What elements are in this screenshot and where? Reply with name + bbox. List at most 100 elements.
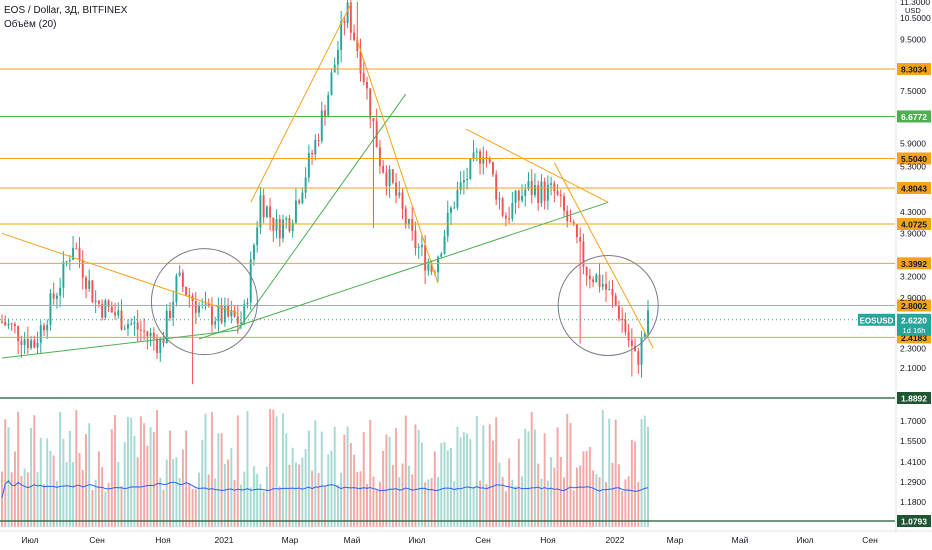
time-tick-label: Июл [21, 535, 38, 545]
candle-body [508, 218, 511, 220]
volume-bar [459, 437, 462, 527]
volume-bar [33, 415, 36, 527]
volume-tick-label: 1.5500 [900, 436, 926, 446]
candle-body [4, 321, 7, 326]
volume-bar [178, 478, 181, 527]
volume-bar [475, 415, 478, 527]
candle-body [356, 39, 359, 52]
volume-bar [282, 413, 284, 527]
volume-bar [395, 428, 398, 527]
candle-body [175, 275, 178, 303]
volume-bar [298, 464, 301, 527]
volume-bar [159, 477, 162, 527]
volume-bar [446, 450, 449, 527]
candle-body [527, 181, 530, 190]
candle-body [491, 162, 494, 175]
volume-tick-label: 1.4100 [900, 457, 926, 467]
volume-bar [10, 472, 13, 527]
candle-body [294, 200, 297, 223]
volume-bar [210, 412, 213, 527]
volume-bar [59, 411, 62, 527]
volume-bar [81, 469, 84, 527]
candle-body [17, 325, 20, 342]
volume-bar [336, 484, 339, 527]
volume-bar [617, 464, 620, 527]
volume-bar [491, 440, 494, 527]
volume-bar [346, 426, 349, 527]
volume-bar [359, 471, 362, 527]
candle-body [336, 49, 339, 65]
candle-body [317, 139, 320, 141]
volume-bar [411, 474, 414, 527]
volume-bar [424, 482, 427, 527]
price-tick-label: 3.2000 [900, 271, 926, 281]
volume-bar [314, 420, 317, 527]
candle-body [378, 147, 381, 166]
candle-body [88, 280, 91, 289]
volume-bar [401, 463, 404, 527]
candle-body [553, 183, 556, 192]
candle-body [459, 182, 462, 191]
volume-bar [527, 431, 530, 527]
last-price-countdown: 1d 16h [903, 326, 926, 335]
volume-bar [582, 451, 585, 527]
candle-body [304, 177, 307, 193]
volume-bar [530, 411, 533, 527]
candle-body [382, 165, 385, 173]
volume-tick-label: 1.7000 [900, 416, 926, 426]
candle-body [401, 192, 404, 209]
volume-bar [482, 425, 485, 527]
volume-bar [185, 430, 188, 527]
volume-bar [634, 441, 637, 527]
volume-bar [1, 471, 3, 527]
volume-bar [605, 481, 607, 527]
candle-body [456, 190, 459, 208]
horizontal-levels: 8.3034 6.6772 5.5040 4.8043 4.0725 3.3992 2.80… [0, 63, 931, 344]
candle-body [101, 303, 104, 318]
volume-bar [498, 462, 501, 527]
volume-bar [168, 430, 171, 527]
candle-body [605, 283, 607, 290]
candle-body [563, 196, 565, 211]
candle-body [127, 323, 129, 329]
volume-bar [427, 479, 430, 527]
candle-body [475, 151, 478, 153]
volume-bar [550, 457, 553, 527]
volume-bar [385, 434, 388, 527]
volume-bar [362, 432, 365, 527]
volume-bar [450, 447, 452, 527]
price-tick-label: 7.5000 [900, 86, 926, 96]
candle-body [627, 332, 630, 341]
volume-bar [194, 489, 197, 527]
time-tick-label: Ноя [155, 535, 171, 545]
candle-body [330, 72, 333, 96]
level-badge [897, 182, 931, 195]
volume-bar [521, 476, 523, 527]
volume-bar [330, 450, 333, 527]
volume-bar [262, 491, 265, 527]
volume-bar [120, 486, 123, 527]
highlight-circle-1 [150, 248, 258, 356]
candle-body [114, 312, 117, 316]
price-tick-label: 5.9000 [900, 138, 926, 148]
candle-body [185, 286, 188, 296]
level-badge [897, 110, 931, 123]
candle-body [521, 195, 523, 201]
volume-bar [265, 466, 268, 527]
candle-body [78, 248, 81, 261]
candle-body [640, 337, 643, 365]
volume-bar [553, 467, 556, 527]
candle-body [13, 324, 16, 326]
candle-body [511, 203, 514, 219]
level-badge-text: 2.8002 [901, 301, 927, 311]
time-tick-label: Июл [408, 535, 425, 545]
volume-bar [485, 483, 488, 527]
candle-body [311, 153, 314, 155]
volume-bar [621, 491, 624, 527]
candle-body [210, 306, 213, 325]
candle-body [230, 310, 233, 317]
candle-body [517, 190, 520, 201]
candle-body [504, 215, 507, 219]
